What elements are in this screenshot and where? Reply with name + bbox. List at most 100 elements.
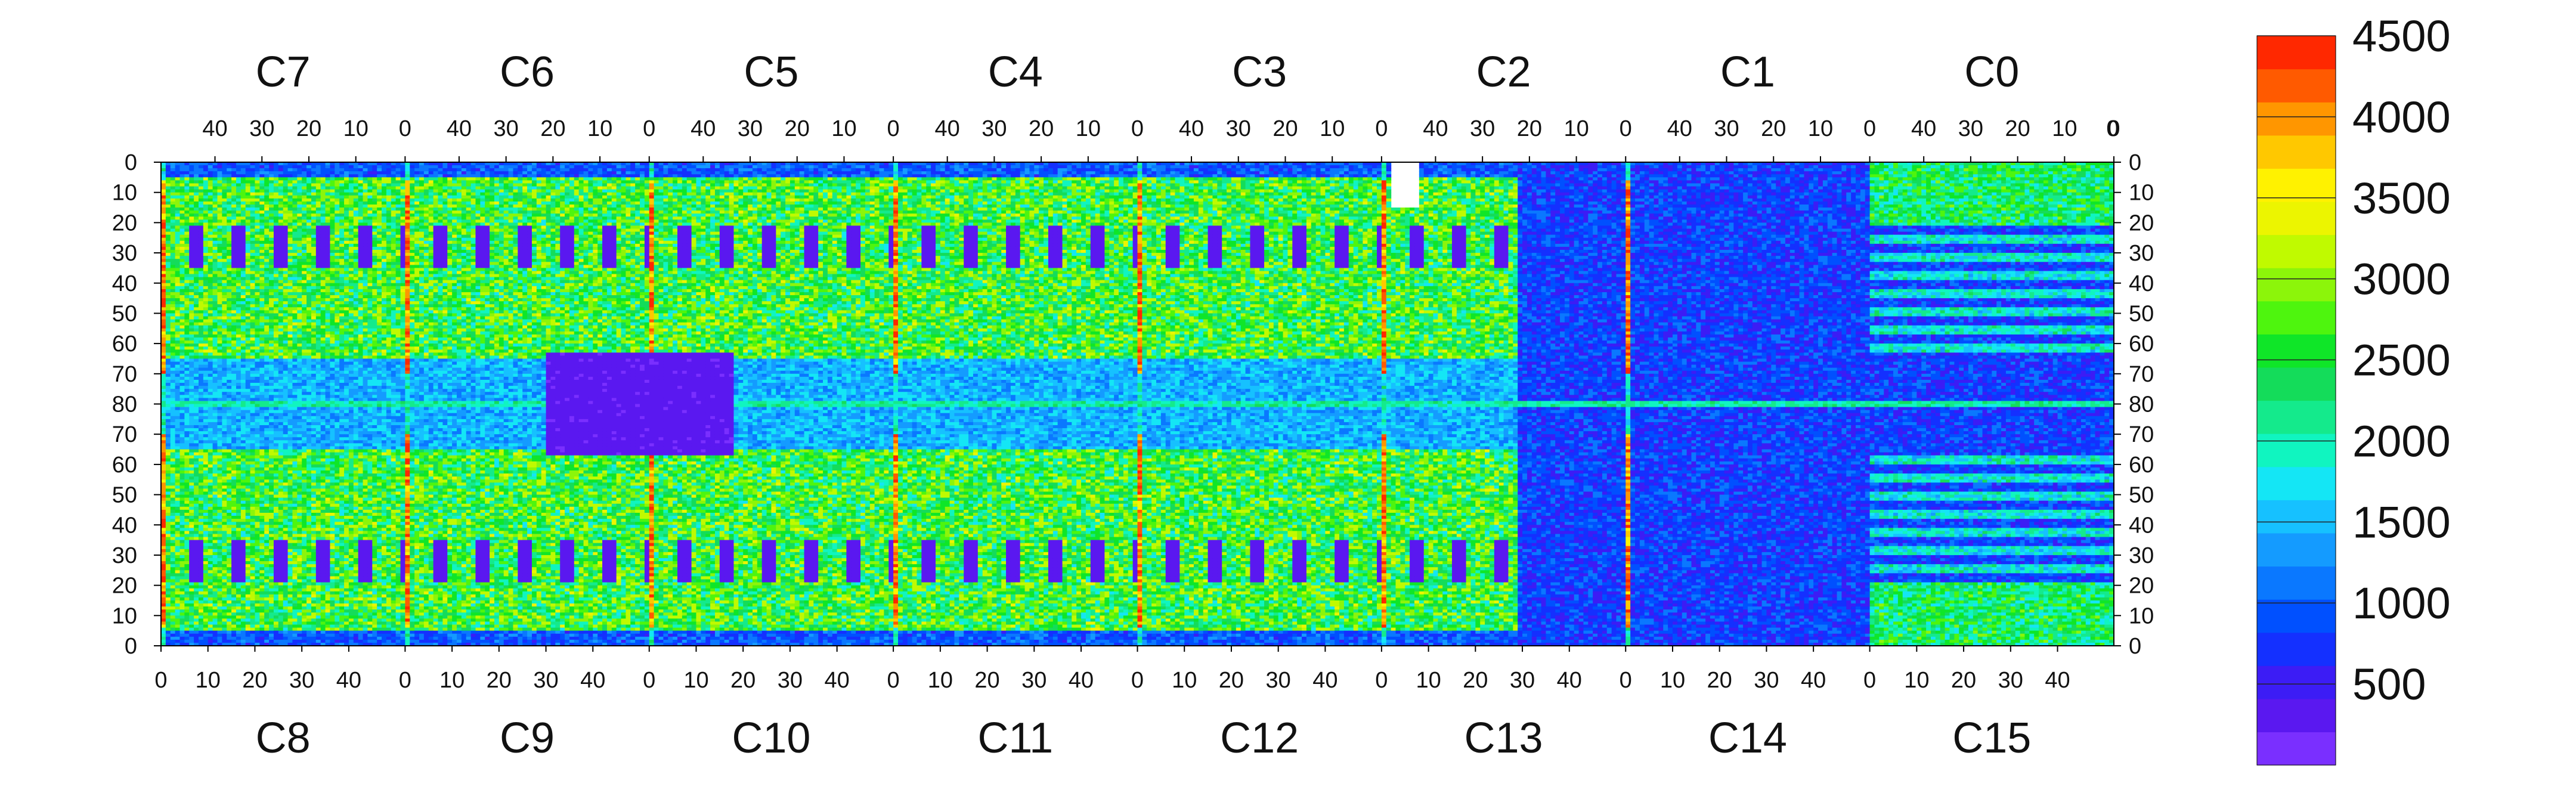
heatmap-cell [1884,177,1888,181]
heatmap-cell [1635,168,1640,172]
heatmap-cell [1490,168,1494,172]
heatmap-cell [1954,177,1959,181]
heatmap-cell [1236,168,1241,172]
heatmap-cell [1363,174,1367,178]
heatmap-cell [673,171,677,175]
heatmap-cell [1809,165,1813,169]
heatmap-cell [1222,165,1227,169]
heatmap-cell [175,174,180,178]
heatmap-cell [311,165,316,169]
heatmap-cell [2006,177,2011,181]
heatmap-cell [382,177,386,181]
heatmap-cell [565,168,569,172]
heatmap-cell [832,180,837,184]
heatmap-cell [1086,174,1091,178]
heatmap-cell [1344,165,1349,169]
heatmap-cell [1025,171,1030,175]
heatmap-cell [1250,171,1255,175]
heatmap-cell [1349,171,1354,175]
heatmap-cell [274,168,278,172]
heatmap-cell [893,174,898,178]
heatmap-cell [762,168,767,172]
heatmap-cell [2081,177,2086,181]
heatmap-cell [785,171,790,175]
heatmap-cell [823,168,828,172]
heatmap-cell [1475,177,1480,181]
heatmap-cell [1673,171,1677,175]
heatmap-cell [626,177,630,181]
heatmap-cell [1809,174,1813,178]
heatmap-cell [908,180,912,184]
heatmap-cell [1785,165,1790,169]
heatmap-cell [1809,171,1813,175]
heatmap-cell [940,174,945,178]
heatmap-cell [166,168,171,172]
heatmap-cell [715,171,720,175]
heatmap-cell [1743,177,1748,181]
heatmap-cell [1029,177,1034,181]
heatmap-cell [1151,177,1156,181]
heatmap-cell [1565,165,1569,169]
heatmap-cell [1255,174,1259,178]
heatmap-cell [429,174,434,178]
heatmap-cell [668,177,673,181]
heatmap-cell [434,165,438,169]
heatmap-cell [1330,174,1335,178]
heatmap-cell [626,165,630,169]
heatmap-cell [1996,174,2001,178]
heatmap-cell [1945,168,1950,172]
heatmap-cell [1654,177,1658,181]
heatmap-cell [837,168,842,172]
heatmap-cell [865,171,870,175]
heatmap-cell [597,168,602,172]
heatmap-cell [1508,174,1513,178]
heatmap-cell [1227,171,1231,175]
heatmap-cell [161,174,166,178]
heatmap-cell [569,168,574,172]
heatmap-cell [1086,165,1091,169]
heatmap-cell [518,177,522,181]
heatmap-cell [161,165,166,169]
heatmap-cell [250,174,255,178]
heatmap-cell [518,168,522,172]
heatmap-cell [1306,177,1311,181]
heatmap-cell [1687,165,1692,169]
heatmap-cell [565,174,569,178]
heatmap-cell [1138,165,1143,169]
heatmap-cell [1823,174,1828,178]
heatmap-cell [1104,171,1109,175]
heatmap-cell [635,180,640,184]
heatmap-cell [363,165,368,169]
heatmap-cell [1020,177,1025,181]
heatmap-cell [1916,165,1921,169]
heatmap-cell [809,180,813,184]
heatmap-cell [1386,174,1391,178]
heatmap-cell [241,171,246,175]
heatmap-cell [442,174,447,178]
heatmap-cell [377,165,382,169]
heatmap-cell [1001,174,1006,178]
heatmap-cell [588,177,593,181]
heatmap-cell [677,168,682,172]
heatmap-cell [1626,174,1630,178]
heatmap-cell [1499,165,1504,169]
heatmap-cell [837,174,842,178]
heatmap-cell [1837,165,1842,169]
heatmap-cell [1588,168,1593,172]
heatmap-cell [1916,177,1921,181]
heatmap-cell [429,171,434,175]
heatmap-cell [1846,171,1851,175]
heatmap-cell [617,177,621,181]
heatmap-cell [316,177,321,181]
heatmap-cell [1635,171,1640,175]
heatmap-cell [733,180,738,184]
heatmap-cell [828,174,832,178]
heatmap-cell [729,180,734,184]
heatmap-cell [2039,171,2044,175]
heatmap-cell [1555,171,1560,175]
heatmap-cell [1645,165,1649,169]
heatmap-cell [1499,174,1504,178]
heatmap-cell [311,168,316,172]
heatmap-cell [724,165,729,169]
heatmap-cell [222,174,227,178]
